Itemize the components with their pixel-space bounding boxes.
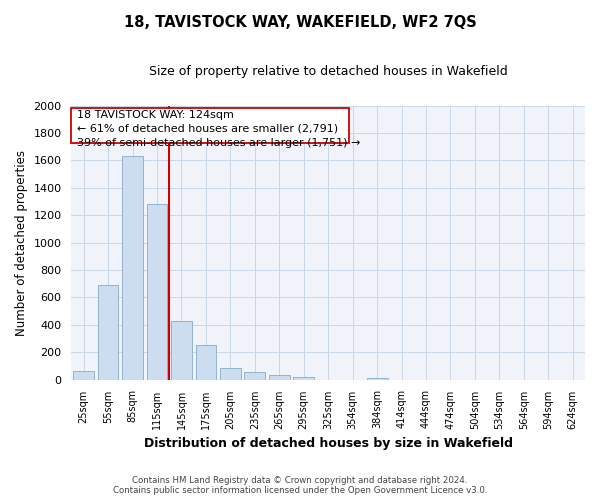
X-axis label: Distribution of detached houses by size in Wakefield: Distribution of detached houses by size … — [144, 437, 513, 450]
Bar — [293, 376, 314, 380]
Bar — [269, 376, 290, 380]
Bar — [220, 368, 241, 380]
Text: Contains HM Land Registry data © Crown copyright and database right 2024.
Contai: Contains HM Land Registry data © Crown c… — [113, 476, 487, 495]
Bar — [171, 320, 192, 380]
Title: Size of property relative to detached houses in Wakefield: Size of property relative to detached ho… — [149, 65, 508, 78]
FancyBboxPatch shape — [71, 108, 349, 142]
Bar — [98, 285, 118, 380]
Bar — [122, 156, 143, 380]
Y-axis label: Number of detached properties: Number of detached properties — [15, 150, 28, 336]
Bar — [244, 372, 265, 380]
Bar — [73, 370, 94, 380]
Text: 18 TAVISTOCK WAY: 124sqm
← 61% of detached houses are smaller (2,791)
39% of sem: 18 TAVISTOCK WAY: 124sqm ← 61% of detach… — [77, 110, 360, 148]
Bar — [367, 378, 388, 380]
Bar — [196, 345, 217, 380]
Bar — [146, 204, 167, 380]
Text: 18, TAVISTOCK WAY, WAKEFIELD, WF2 7QS: 18, TAVISTOCK WAY, WAKEFIELD, WF2 7QS — [124, 15, 476, 30]
